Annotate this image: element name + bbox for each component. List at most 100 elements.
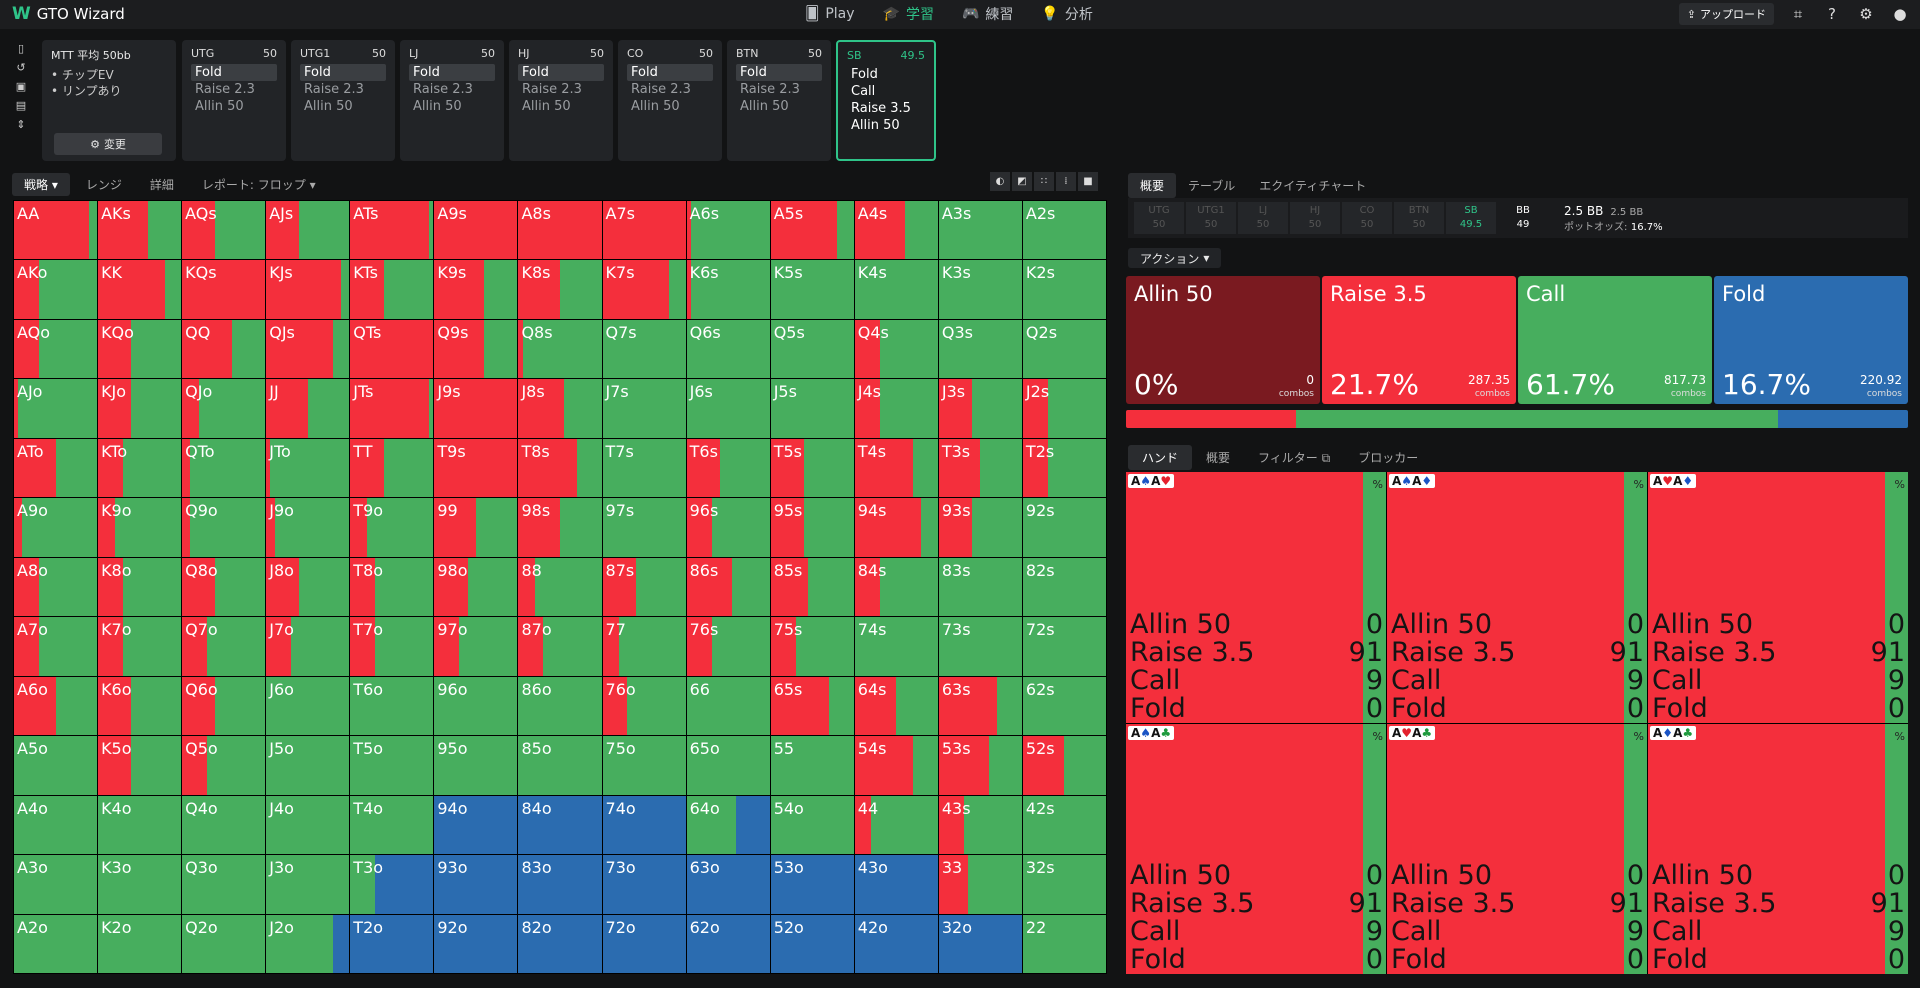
hand-cell[interactable]: 74o [602,795,686,855]
hand-cell[interactable]: 65o [686,736,770,795]
action-box-2[interactable]: Call 61.7% 817.73 combos [1518,276,1712,404]
hand-cell[interactable]: Q4s [854,319,938,379]
combo-cell[interactable]: A♦A♣% Allin 50 0 Raise 3.5 91 Call 9 Fold 0 [1648,723,1908,974]
hand-cell[interactable]: J5s [770,379,854,438]
hand-cell[interactable]: J2s [1022,379,1106,438]
hand-cell[interactable]: J9s [434,379,518,438]
hand-cell[interactable]: 42s [1022,795,1106,855]
action-box-3[interactable]: Fold 16.7% 220.92 combos [1714,276,1908,404]
settings-gear-icon[interactable]: ⚙ [1859,5,1873,23]
hand-cell[interactable]: 95o [434,736,518,795]
position-option[interactable]: Allin 50 [522,99,571,114]
nav-分析[interactable]: 💡 分析 [1041,4,1092,24]
combo-cell[interactable]: A♥A♣% Allin 50 0 Raise 3.5 91 Call 9 Fold 0 [1387,723,1647,974]
hand-cell[interactable]: 52s [1022,736,1106,795]
hand-cell[interactable]: K2s [1022,260,1106,319]
contrast-view-icon[interactable]: ◩ [1012,172,1032,191]
hand-cell[interactable]: A9s [434,201,518,260]
hand-cell[interactable]: 76s [686,617,770,676]
hand-cell[interactable]: K8o [98,557,182,617]
detail-tab-3[interactable]: ブロッカー [1344,445,1432,470]
seat-CO[interactable]: CO 50 [1342,202,1392,234]
nav-練習[interactable]: 🎮 練習 [962,4,1013,24]
action-box-1[interactable]: Raise 3.5 21.7% 287.35 combos [1322,276,1516,404]
hand-cell[interactable]: AQo [14,319,98,379]
hand-cell[interactable]: AJs [266,201,350,260]
hand-cell[interactable]: 63o [686,855,770,914]
hand-cell[interactable]: 32s [1022,855,1106,914]
hand-cell[interactable]: A2s [1022,201,1106,260]
tab-0[interactable]: 戦略 ▾ [12,172,70,196]
hand-cell[interactable]: Q9s [434,319,518,379]
help-icon[interactable]: ? [1828,5,1836,23]
hand-cell[interactable]: KTo [98,438,182,498]
hand-cell[interactable]: A7o [14,617,98,676]
hand-cell[interactable]: T2o [350,914,434,973]
change-button[interactable]: ⚙ 変更 [54,133,162,155]
hand-cell[interactable]: QJs [266,319,350,379]
upload-button[interactable]: ⇪ アップロード [1678,3,1774,25]
hand-cell[interactable]: 96s [686,498,770,557]
hand-cell[interactable]: A8s [518,201,602,260]
hand-cell[interactable]: 66 [686,676,770,736]
hand-cell[interactable]: A3s [938,201,1022,260]
combo-cell[interactable]: A♥A♦% Allin 50 0 Raise 3.5 91 Call 9 Fold 0 [1648,472,1908,723]
hand-cell[interactable]: AJo [14,379,98,438]
globe-view-icon[interactable]: ◐ [990,172,1010,191]
hand-cell[interactable]: 87s [602,557,686,617]
position-option[interactable]: Allin 50 [413,99,462,114]
hand-cell[interactable]: 93o [434,855,518,914]
hand-cell[interactable]: Q8s [518,319,602,379]
hand-cell[interactable]: T3s [938,438,1022,498]
seat-HJ[interactable]: HJ 50 [1290,202,1340,234]
hand-cell[interactable]: Q9o [182,498,266,557]
logo[interactable]: W GTO Wizard [12,4,125,24]
position-option[interactable]: Fold [627,64,713,81]
hand-cell[interactable]: 55 [770,736,854,795]
hand-cell[interactable]: AA [14,201,98,260]
hand-cell[interactable]: J6o [266,676,350,736]
hand-cell[interactable]: A4o [14,795,98,855]
seat-BB[interactable]: BB 49 [1498,202,1548,234]
position-option[interactable]: Call [851,84,876,99]
hand-cell[interactable]: QTs [350,319,434,379]
hand-cell[interactable]: JTs [350,379,434,438]
scan-icon[interactable]: ⌗ [1793,5,1803,23]
hand-cell[interactable]: A6o [14,676,98,736]
detail-tab-0[interactable]: ハンド [1128,445,1193,470]
position-option[interactable]: Raise 2.3 [740,82,800,97]
hand-cell[interactable]: QJo [182,379,266,438]
hand-cell[interactable]: 32o [938,914,1022,973]
position-option[interactable]: Raise 2.3 [631,82,691,97]
position-option[interactable]: Fold [518,64,604,81]
hand-cell[interactable]: 64s [854,676,938,736]
hand-cell[interactable]: Q7s [602,319,686,379]
hand-cell[interactable]: 98s [518,498,602,557]
hand-cell[interactable]: Q6o [182,676,266,736]
hand-cell[interactable]: 86o [518,676,602,736]
hand-cell[interactable]: 93s [938,498,1022,557]
hand-cell[interactable]: 44 [854,795,938,855]
hand-cell[interactable]: 43s [938,795,1022,855]
hand-cell[interactable]: 92o [434,914,518,973]
hand-cell[interactable]: Q2o [182,914,266,973]
hand-cell[interactable]: Q3o [182,855,266,914]
hand-cell[interactable]: 99 [434,498,518,557]
seat-UTG[interactable]: UTG 50 [1134,202,1184,234]
hand-cell[interactable]: 75s [770,617,854,676]
hand-cell[interactable]: K9o [98,498,182,557]
report-tab-1[interactable]: テーブル [1188,179,1236,193]
hand-cell[interactable]: T5s [770,438,854,498]
hand-cell[interactable]: KTs [350,260,434,319]
hand-cell[interactable]: 62o [686,914,770,973]
hand-cell[interactable]: KQo [98,319,182,379]
hand-cell[interactable]: KJs [266,260,350,319]
hand-cell[interactable]: 92s [1022,498,1106,557]
position-option[interactable]: Allin 50 [851,118,900,133]
hand-cell[interactable]: K7o [98,617,182,676]
hand-cell[interactable]: AQs [182,201,266,260]
hand-cell[interactable]: T4s [854,438,938,498]
detail-tab-2[interactable]: フィルター ⧉ [1244,445,1344,470]
hand-cell[interactable]: A8o [14,557,98,617]
position-card-CO[interactable]: CO 50 Fold Raise 2.3 Allin 50 [618,40,722,161]
